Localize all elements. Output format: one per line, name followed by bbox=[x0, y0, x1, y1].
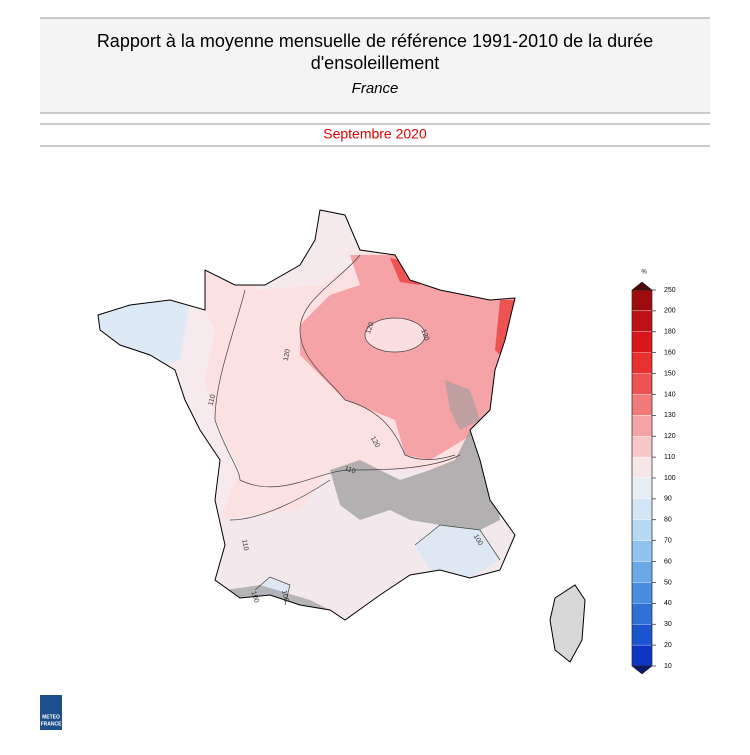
legend-swatch bbox=[631, 498, 653, 520]
legend-tick-label: 120 bbox=[664, 433, 676, 440]
contour-label: 120 bbox=[283, 349, 292, 362]
zone bbox=[365, 318, 425, 352]
legend-swatch bbox=[631, 603, 653, 625]
legend-tick-label: 200 bbox=[664, 308, 676, 315]
contour-label: 100 bbox=[249, 590, 260, 603]
contour-label: 120 bbox=[365, 321, 376, 334]
contour-label: 120 bbox=[419, 328, 430, 341]
legend-tick-label: 250 bbox=[664, 287, 676, 294]
corsica bbox=[549, 584, 586, 663]
legend-swatch bbox=[631, 624, 653, 646]
legend-tick-label: 100 bbox=[664, 475, 676, 482]
legend-swatch bbox=[631, 415, 653, 437]
legend: 250 200 180 160 150 140 130 120 110 100 90 80 70 60 50… bbox=[631, 270, 676, 675]
logo-text: FRANCE bbox=[41, 721, 62, 727]
zone bbox=[415, 525, 500, 578]
legend-swatch bbox=[631, 582, 653, 604]
legend-swatch bbox=[631, 519, 653, 541]
logo-text: METEO bbox=[42, 714, 60, 720]
contour-label: 110 bbox=[240, 539, 249, 551]
title-box: Rapport à la moyenne mensuelle de référe… bbox=[96, 31, 654, 73]
legend-tick-label: 180 bbox=[664, 329, 676, 336]
contour-label: 100 bbox=[472, 533, 484, 547]
legend-tick-label: 80 bbox=[664, 517, 672, 524]
legend-swatch bbox=[631, 310, 653, 332]
relief bbox=[330, 430, 500, 530]
legend-tick-label: 30 bbox=[664, 621, 672, 628]
legend-swatch bbox=[631, 540, 653, 562]
legend-swatch bbox=[631, 373, 653, 395]
legend-tick-label: 140 bbox=[664, 391, 676, 398]
legend-tick-label: 60 bbox=[664, 558, 672, 565]
legend-swatch bbox=[631, 394, 653, 416]
legend-swatch bbox=[631, 352, 653, 374]
legend-tick-label: 90 bbox=[664, 496, 672, 503]
legend-swatch bbox=[631, 644, 653, 667]
legend-tick-label: 70 bbox=[664, 538, 672, 545]
subtitle: France bbox=[352, 80, 399, 97]
period: Septembre 2020 bbox=[323, 126, 427, 142]
legend-swatch bbox=[631, 477, 653, 500]
legend-tick-label: 40 bbox=[664, 600, 672, 607]
legend-tick-label: 150 bbox=[664, 370, 676, 377]
legend-arrow bbox=[631, 281, 653, 291]
contours bbox=[214, 254, 501, 606]
legend-tick-label: 50 bbox=[664, 579, 672, 586]
logo bbox=[40, 695, 62, 730]
title: Rapport à la moyenne mensuelle de référe… bbox=[96, 31, 654, 73]
relief bbox=[445, 380, 480, 430]
legend-tick-label: 20 bbox=[664, 642, 672, 649]
contour-label: 110 bbox=[208, 394, 218, 407]
legend-tick-label: 160 bbox=[664, 350, 676, 357]
legend-swatch bbox=[631, 331, 653, 353]
contour-labels: 120 120 120 120 110 110 110 100 100 100 bbox=[208, 321, 484, 604]
contour-label: 120 bbox=[369, 435, 381, 449]
legend-tick-label: 130 bbox=[664, 412, 676, 419]
legend-tick-label: 10 bbox=[664, 663, 672, 670]
legend-swatch bbox=[631, 456, 653, 479]
map bbox=[98, 210, 515, 620]
contour-label: 110 bbox=[343, 465, 356, 475]
zone bbox=[98, 300, 190, 370]
france-outline bbox=[97, 209, 516, 621]
legend-swatch bbox=[631, 289, 653, 312]
legend-arrow bbox=[631, 665, 653, 675]
legend-unit: % bbox=[641, 270, 647, 276]
legend-tick-label: 110 bbox=[664, 454, 675, 461]
legend-swatch bbox=[631, 561, 653, 583]
contour-label: 100 bbox=[280, 590, 289, 603]
zone bbox=[495, 300, 515, 360]
legend-swatch bbox=[631, 436, 653, 458]
header-box bbox=[40, 18, 710, 113]
